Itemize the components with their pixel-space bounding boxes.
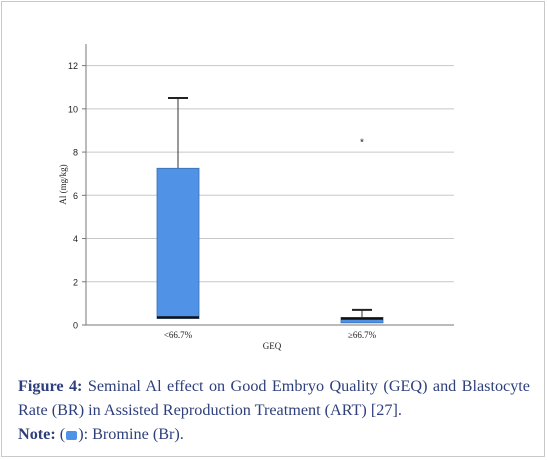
box-plot-chart: 0 2 4 6 8 10 12 * <66.7% ≥66.7% Al (mg/kg) GEQ [58, 44, 454, 351]
box-0 [156, 97, 200, 319]
x-tick-label: <66.7% [164, 330, 193, 340]
y-tick-label: 4 [73, 234, 78, 244]
box-1: * [340, 137, 384, 324]
y-tick-labels: 0 2 4 6 8 10 12 [68, 61, 86, 331]
x-axis-label: GEQ [263, 341, 282, 351]
y-axis-label: Al (mg/kg) [58, 164, 68, 204]
outlier-point: * [360, 137, 364, 148]
x-tick-label: ≥66.7% [348, 330, 377, 340]
y-tick-label: 8 [73, 148, 78, 158]
figure-caption: Figure 4: Seminal Al effect on Good Embr… [18, 374, 530, 446]
figure-label: Figure 4: [18, 377, 83, 395]
grid-lines [86, 65, 454, 283]
iqr-box [156, 167, 200, 319]
note-label: Note: [18, 425, 56, 443]
y-tick-label: 12 [68, 61, 78, 71]
figure-note: Note: ( ): Bromine (Br). [18, 422, 530, 446]
boxes: * [156, 97, 384, 324]
x-tick-labels: <66.7% ≥66.7% [164, 330, 377, 340]
y-tick-label: 2 [73, 277, 78, 287]
y-tick-label: 0 [73, 321, 78, 331]
legend-swatch [66, 430, 78, 440]
note-open-paren: ( [59, 425, 66, 443]
note-text: ): Bromine (Br). [78, 425, 184, 443]
figure-caption-text: Seminal Al effect on Good Embryo Quality… [18, 377, 530, 419]
y-tick-label: 10 [68, 104, 78, 114]
y-tick-label: 6 [73, 191, 78, 201]
